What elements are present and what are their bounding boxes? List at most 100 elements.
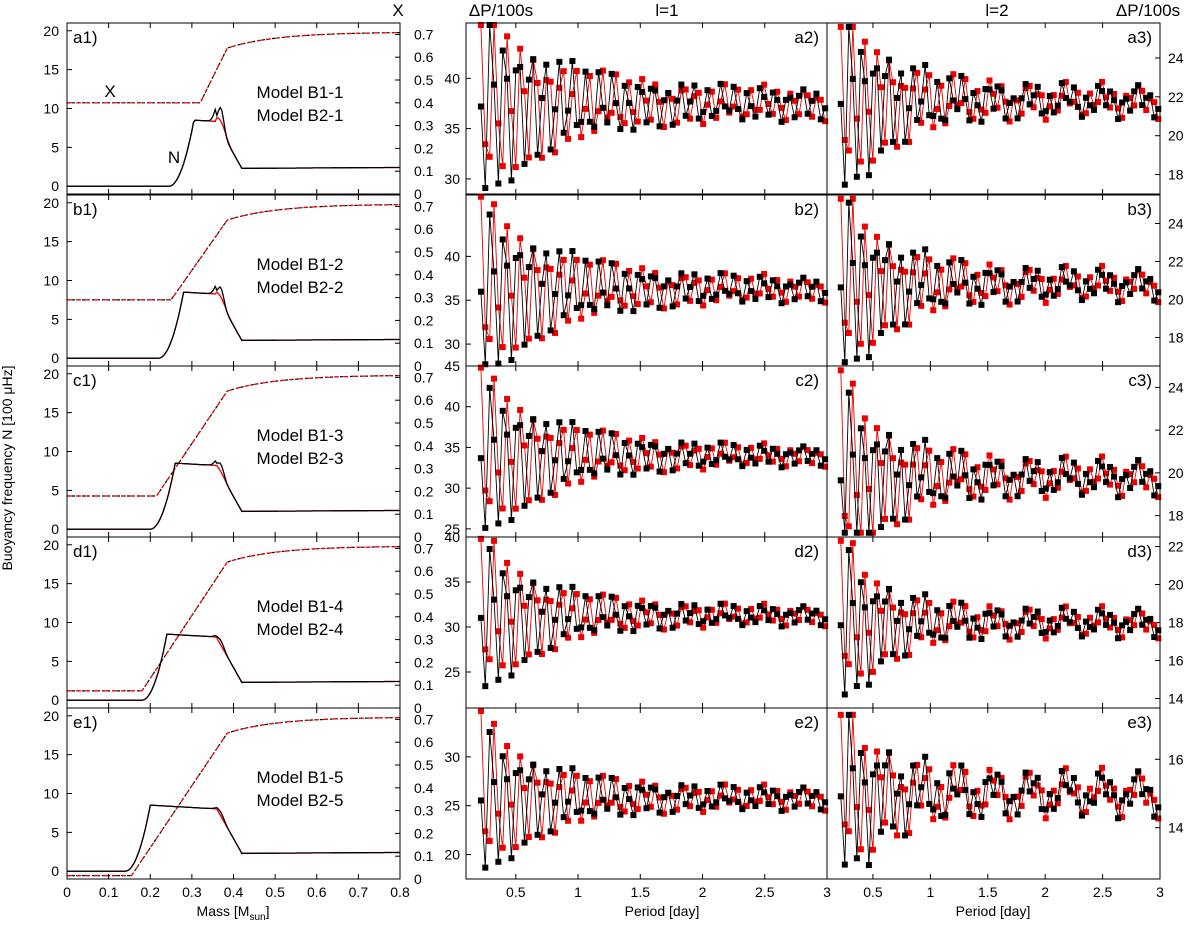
period-spacing-b2-point: [687, 98, 694, 105]
period-spacing-b2-point: [608, 430, 615, 437]
period-spacing-b2-point: [966, 634, 973, 641]
period-spacing-b1-point: [938, 82, 945, 89]
period-spacing-b2-point: [841, 861, 848, 868]
period-spacing-b1-point: [962, 260, 969, 267]
period-spacing-b1-point: [687, 803, 694, 810]
period-spacing-b2-point: [486, 211, 493, 218]
period-spacing-b1-point: [1147, 471, 1154, 478]
period-spacing-b1-point: [1026, 266, 1033, 273]
period-spacing-b2-point: [804, 110, 811, 117]
period-spacing-b2-point: [656, 468, 663, 475]
period-spacing-b2-point: [495, 360, 502, 367]
period-spacing-b2-point: [761, 447, 768, 454]
period-spacing-b2-point: [837, 793, 844, 800]
period-spacing-b2-point: [1034, 608, 1041, 615]
curve-label-x: X: [104, 82, 115, 101]
period-spacing-b2-point: [950, 97, 957, 104]
y-tick-label: 0: [51, 350, 59, 366]
period-spacing-b2-point: [800, 274, 807, 281]
period-spacing-b1-point: [552, 149, 559, 156]
period-spacing-b1-point: [1082, 293, 1089, 300]
x-tick-label: 3: [1156, 884, 1164, 900]
period-spacing-b2-point: [595, 69, 602, 76]
period-spacing-b1-point: [986, 766, 993, 773]
period-spacing-b2-point: [958, 447, 965, 454]
period-spacing-b1-point: [817, 611, 824, 618]
period-spacing-b1-point: [547, 434, 554, 441]
period-spacing-b1-point: [890, 604, 897, 611]
period-spacing-b2-point: [743, 90, 750, 97]
period-spacing-b2-point: [861, 78, 868, 85]
period-spacing-b2-point: [634, 83, 641, 90]
period-spacing-b1-point: [774, 606, 781, 613]
y-tick-label: 30: [444, 171, 460, 187]
period-spacing-b1-point: [841, 821, 848, 828]
period-spacing-b2-point: [491, 596, 498, 603]
period-spacing-b2-point: [1107, 272, 1114, 279]
period-spacing-b2-point: [1006, 622, 1013, 629]
period-spacing-b2-point: [990, 623, 997, 630]
period-spacing-b1-point: [656, 794, 663, 801]
period-spacing-b2-point: [678, 782, 685, 789]
period-spacing-b2-point: [556, 584, 563, 591]
period-spacing-b2-point: [547, 327, 554, 334]
period-spacing-b1-point: [1131, 285, 1138, 292]
period-spacing-b2-point: [1054, 623, 1061, 630]
period-spacing-b1-point: [639, 597, 646, 604]
y2-tick-label: 0.6: [414, 221, 434, 237]
period-spacing-b1-point: [595, 799, 602, 806]
period-spacing-b2-point: [1151, 634, 1158, 641]
period-spacing-b2-point: [713, 799, 720, 806]
period-spacing-b1-point: [1115, 803, 1122, 810]
period-spacing-b1-point: [756, 106, 763, 113]
period-spacing-b2-point: [499, 407, 506, 414]
period-spacing-b2-point: [1155, 483, 1162, 490]
period-spacing-b2-point: [1103, 621, 1110, 628]
period-spacing-b1-point: [1050, 787, 1057, 794]
period-spacing-b2-point: [998, 87, 1005, 94]
period-spacing-b2-point: [782, 283, 789, 290]
x-tick-label: 0.8: [390, 884, 410, 900]
period-spacing-b1-point: [521, 785, 528, 792]
period-spacing-b1-point: [743, 619, 750, 626]
period-spacing-b1-point: [669, 282, 676, 289]
period-spacing-b2-point: [1107, 88, 1114, 95]
period-spacing-b2-point: [617, 471, 624, 478]
period-spacing-b1-point: [656, 98, 663, 105]
period-spacing-b2-point: [910, 65, 917, 72]
period-spacing-b1-point: [1030, 104, 1037, 111]
period-spacing-b1-point: [946, 286, 953, 293]
period-spacing-b2-point: [708, 112, 715, 119]
period-spacing-b1-point: [998, 774, 1005, 781]
period-spacing-b2-point: [873, 762, 880, 769]
period-spacing-b1-point: [765, 285, 772, 292]
period-spacing-b2-point: [726, 614, 733, 621]
period-spacing-b1-point: [1006, 118, 1013, 125]
period-spacing-b1-point: [673, 622, 680, 629]
period-spacing-b1-point: [521, 88, 528, 95]
period-spacing-b1-point: [782, 298, 789, 305]
period-spacing-b2-point: [1090, 290, 1097, 297]
period-spacing-b2-point: [1143, 616, 1150, 623]
period-spacing-b1-point: [1002, 620, 1009, 627]
period-spacing-b1-point: [695, 445, 702, 452]
period-spacing-b2-point: [1151, 813, 1158, 820]
period-spacing-b1-point: [1026, 606, 1033, 613]
y2-tick-label: 0.2: [414, 483, 434, 499]
period-spacing-b2-point: [791, 619, 798, 626]
period-spacing-b1-point: [669, 610, 676, 617]
period-spacing-b1-point: [743, 802, 750, 809]
period-spacing-b2-point: [713, 291, 720, 298]
period-spacing-b2-point: [974, 624, 981, 631]
period-spacing-b1-point: [647, 803, 654, 810]
period-spacing-b2-point: [687, 450, 694, 457]
period-spacing-b2-point: [691, 271, 698, 278]
period-spacing-b1-point: [647, 116, 654, 123]
period-spacing-b1-point: [1014, 97, 1021, 104]
period-spacing-b1-point: [687, 462, 694, 469]
hydrogen-profile-b2: [67, 717, 400, 877]
period-spacing-b1-point: [942, 120, 949, 127]
period-spacing-b1-point: [1094, 619, 1101, 626]
period-spacing-b1-point: [890, 455, 897, 462]
y-tick-label: 40: [444, 248, 460, 264]
